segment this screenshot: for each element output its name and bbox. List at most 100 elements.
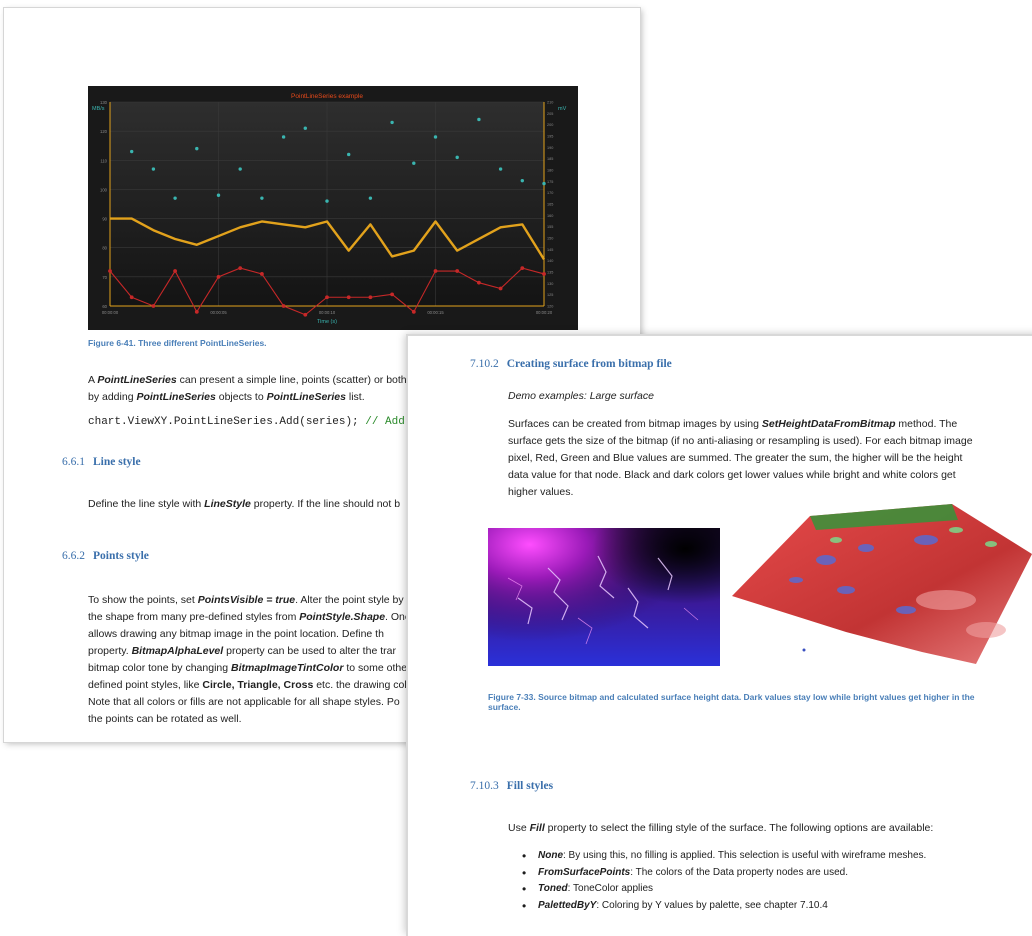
data-point-teal xyxy=(195,146,199,151)
surface-3d-image xyxy=(726,500,1032,666)
text-line: pixel, Red, Green and Blue values are su… xyxy=(508,452,963,464)
y-right-tick-label: 120 xyxy=(547,305,553,309)
y-left-unit: MB/s xyxy=(92,106,105,112)
y-right-tick-label: 135 xyxy=(547,271,553,275)
y-left-tick-label: 120 xyxy=(100,129,108,134)
text-line: To show the points, set PointsVisible = … xyxy=(88,594,404,606)
y-left-tick-label: 100 xyxy=(100,187,108,192)
x-axis-title: Time (s) xyxy=(317,319,337,325)
y-right-tick-label: 130 xyxy=(547,282,553,286)
y-right-tick-label: 205 xyxy=(547,112,553,116)
data-point-teal xyxy=(238,167,242,171)
data-point-red xyxy=(346,295,351,300)
text-line: Note that all colors or fills are not ap… xyxy=(88,696,400,708)
text-line: the points can be rotated as well. xyxy=(88,713,242,725)
y-right-tick-label: 145 xyxy=(547,248,553,252)
data-point-teal xyxy=(390,120,394,125)
y-right-tick-label: 150 xyxy=(547,237,553,241)
y-right-tick-label: 200 xyxy=(547,123,553,127)
data-point-red xyxy=(108,269,112,273)
demo-examples-label: Demo examples: Large surface xyxy=(508,390,654,402)
x-tick-label: 00:00:15 xyxy=(427,310,444,315)
y-left-tick-label: 70 xyxy=(102,275,107,280)
paragraph-fill-intro: Use Fill property to select the filling … xyxy=(508,822,934,834)
y-left-tick-label: 130 xyxy=(100,100,108,105)
text-line: data value for that node. Black and dark… xyxy=(508,469,956,481)
paragraph-points-style: To show the points, set PointsVisible = … xyxy=(88,592,411,728)
data-point-red xyxy=(390,292,394,297)
data-point-red xyxy=(281,304,286,308)
data-point-red xyxy=(520,266,525,271)
series-line-orange xyxy=(110,217,546,261)
data-point-red xyxy=(303,312,308,317)
data-point-teal xyxy=(542,181,546,186)
text-line: bitmap color tone by changing BitmapImag… xyxy=(88,662,408,674)
text-line: surface gets the size of the bitmap (if … xyxy=(508,435,973,447)
data-point-red xyxy=(477,280,481,285)
data-point-red xyxy=(129,295,134,300)
text-line: allows drawing any bitmap image in the p… xyxy=(88,628,384,640)
text-line: defined point styles, like Circle, Trian… xyxy=(88,679,407,691)
fill-option-item: Toned: ToneColor applies xyxy=(520,881,926,898)
x-tick-label: 00:00:10 xyxy=(319,310,336,315)
fill-option-item: PalettedByY: Coloring by Y values by pal… xyxy=(520,898,926,915)
chart-svg: PointLineSeries example MB/s mV Time (s) 130… xyxy=(92,93,567,325)
data-point-teal xyxy=(325,199,329,203)
data-point-teal xyxy=(368,196,373,200)
data-point-teal xyxy=(151,167,156,171)
y-right-unit: mV xyxy=(558,106,567,112)
data-point-teal xyxy=(281,135,286,139)
document-page-2: 7.10.2 Creating surface from bitmap file … xyxy=(408,336,1032,936)
text-line: higher values. xyxy=(508,486,574,498)
data-point-red xyxy=(433,269,438,273)
y-right-tick-label: 195 xyxy=(547,135,553,139)
y-right-tick-label: 180 xyxy=(547,169,553,173)
code-sample: chart.ViewXY.PointLineSeries.Add(series)… xyxy=(88,416,419,428)
y-right-tick-label: 155 xyxy=(547,225,553,229)
text-line: the shape from many pre-defined styles f… xyxy=(88,611,411,623)
data-point-teal xyxy=(347,152,351,157)
data-point-red xyxy=(542,272,546,276)
data-point-teal xyxy=(477,117,481,122)
pointlineseries-chart: PointLineSeries example MB/s mV Time (s) 130… xyxy=(88,86,578,330)
y-right-tick-label: 170 xyxy=(547,191,553,195)
data-point-red xyxy=(411,309,416,314)
fill-options-list: None: By using this, no filling is appli… xyxy=(520,848,926,914)
text-line: property. BitmapAlphaLevel property can … xyxy=(88,645,396,657)
y-right-tick-label: 125 xyxy=(547,293,553,297)
source-bitmap-image xyxy=(488,528,720,666)
fill-option-item: None: By using this, no filling is appli… xyxy=(520,848,926,865)
y-right-tick-label: 165 xyxy=(547,203,553,207)
data-point-teal xyxy=(455,155,459,160)
data-point-red xyxy=(216,274,221,279)
chart-title: PointLineSeries example xyxy=(291,93,363,100)
y-right-tick-label: 160 xyxy=(547,214,553,218)
data-point-red xyxy=(151,304,156,308)
paragraph-surface-bitmap: Surfaces can be created from bitmap imag… xyxy=(508,416,973,501)
figure-caption: Figure 6-41. Three different PointLineSe… xyxy=(88,338,267,348)
data-point-teal xyxy=(498,167,503,171)
figure-caption-surface: Figure 7-33. Source bitmap and calculate… xyxy=(488,692,975,712)
data-point-teal xyxy=(303,126,307,130)
data-point-teal xyxy=(130,149,134,154)
y-left-tick-label: 80 xyxy=(102,246,107,251)
paragraph-intro: A PointLineSeries can present a simple l… xyxy=(88,374,416,403)
section-heading-points-style: 6.6.2 Points style xyxy=(62,550,149,562)
paragraph-line-style: Define the line style with LineStyle pro… xyxy=(88,498,401,510)
y-right-tick-label: 185 xyxy=(547,157,553,161)
text-line: Surfaces can be created from bitmap imag… xyxy=(508,418,958,430)
data-point-red xyxy=(325,295,329,300)
y-left-tick-label: 90 xyxy=(102,217,107,222)
section-heading-fill-styles: 7.10.3 Fill styles xyxy=(470,780,554,792)
y-left-tick-label: 110 xyxy=(100,158,107,163)
y-right-tick-label: 140 xyxy=(547,259,553,263)
data-point-teal xyxy=(412,161,416,165)
y-right-tick-label: 210 xyxy=(547,101,553,105)
data-point-teal xyxy=(260,196,264,200)
data-point-red xyxy=(194,309,199,314)
data-point-red xyxy=(455,269,460,273)
y-right-tick-label: 190 xyxy=(547,146,553,150)
data-point-red xyxy=(260,272,264,276)
data-point-red xyxy=(368,295,373,300)
fill-option-item: FromSurfacePoints: The colors of the Dat… xyxy=(520,865,926,882)
